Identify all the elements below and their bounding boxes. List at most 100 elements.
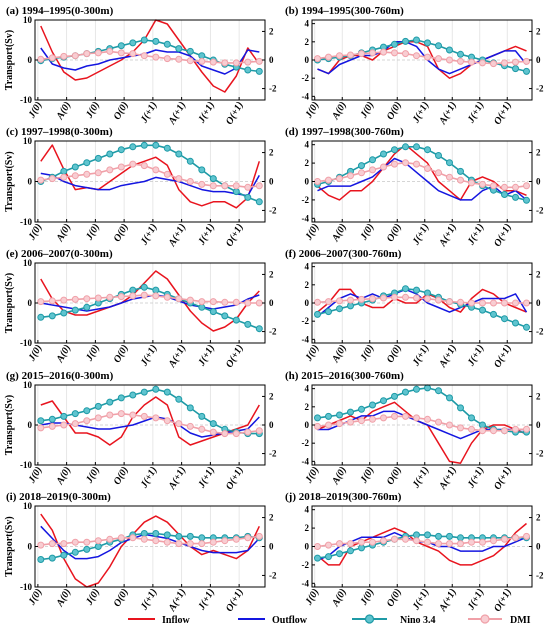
dmi-point <box>413 537 420 545</box>
nino-3-4-point <box>48 312 56 320</box>
nino-3-4-point <box>129 143 137 151</box>
nino-3-4-point <box>435 42 442 50</box>
xtick-label: J(+1) <box>465 100 486 126</box>
nino-3-4-point <box>209 308 217 316</box>
xtick-label: J(+1) <box>138 343 159 369</box>
dmi-point <box>501 535 508 543</box>
dmi-point <box>512 299 519 307</box>
dmi-point <box>83 538 91 546</box>
ytick-right-label: -2 <box>269 570 277 580</box>
nino-3-4-point <box>446 532 453 540</box>
nino-3-4-point <box>479 306 486 314</box>
dmi-point <box>140 162 148 170</box>
nino-3-4-point <box>391 40 398 48</box>
nino-3-4-point <box>523 196 530 204</box>
nino-3-4-point <box>255 325 263 333</box>
xtick-label: J(0) <box>358 222 376 243</box>
nino-3-4-point <box>325 553 332 561</box>
ytick-left-label: 0 <box>28 55 33 65</box>
ytick-left-label: 10 <box>23 501 33 511</box>
nino-3-4-point <box>358 162 365 170</box>
ytick-left-label: 2 <box>305 523 310 533</box>
xtick-label: A(+1) <box>437 343 459 370</box>
dmi-point <box>140 535 148 543</box>
ytick-right-label: 0 <box>536 542 541 552</box>
xtick-label: J(0) <box>84 222 102 243</box>
dmi-point <box>336 297 343 305</box>
nino-3-4-point <box>424 39 431 47</box>
ytick-right-label: -2 <box>536 570 544 580</box>
dmi-point <box>152 292 160 300</box>
dmi-point <box>244 428 252 436</box>
legend-dmi-marker <box>480 614 490 624</box>
ytick-left-label: 10 <box>23 136 33 146</box>
nino-3-4-point <box>347 302 354 310</box>
dmi-point <box>402 293 409 301</box>
ytick-right-label: 2 <box>536 513 541 523</box>
dmi-point <box>512 534 519 542</box>
dmi-point <box>221 298 229 306</box>
nino-3-4-point <box>244 320 252 328</box>
nino-3-4-point <box>413 286 420 294</box>
ytick-right-label: 2 <box>269 391 274 401</box>
dmi-point <box>83 295 91 303</box>
xtick-label: J(+1) <box>196 100 217 126</box>
xtick-label: J(+1) <box>465 343 486 369</box>
ytick-right-label: 0 <box>269 177 274 187</box>
nino-3-4-point <box>186 157 194 165</box>
ytick-right-label: -2 <box>536 84 544 94</box>
dmi-point <box>175 55 183 63</box>
ytick-left-label: 0 <box>28 177 33 187</box>
ytick-right-label: -2 <box>269 327 277 337</box>
ytick-right-label: 0 <box>536 177 541 187</box>
xtick-label: J(0) <box>84 100 102 121</box>
nino-3-4-point <box>175 150 183 158</box>
ytick-left-label: 0 <box>305 298 310 308</box>
dmi-point <box>369 166 376 174</box>
dmi-point <box>209 298 217 306</box>
nino-3-4-point <box>48 554 56 562</box>
dmi-point <box>402 412 409 420</box>
nino-3-4-point <box>380 397 387 405</box>
ytick-left-label: -4 <box>302 456 310 466</box>
xtick-label: J(+1) <box>410 587 431 613</box>
xtick-label: J(0) <box>84 343 102 364</box>
dmi-point <box>71 420 79 428</box>
nino-3-4-point <box>198 534 206 542</box>
xtick-label: A(+1) <box>166 587 188 614</box>
dmi-point <box>117 410 125 418</box>
outflow-line <box>40 47 260 75</box>
nino-3-4-point <box>413 385 420 393</box>
ytick-left-label: -2 <box>302 560 310 570</box>
panel-title: (g) 2015–2016(0-300m) <box>6 370 114 382</box>
y-axis-label: Transport(Sv) <box>4 395 15 455</box>
xtick-label: A(0) <box>330 222 349 244</box>
ytick-right-label: 2 <box>269 513 274 523</box>
nino-3-4-point <box>336 411 343 419</box>
dmi-point <box>314 55 321 63</box>
dmi-point <box>479 59 486 67</box>
nino-3-4-point <box>221 312 229 320</box>
nino-3-4-point <box>501 191 508 198</box>
nino-3-4-point <box>314 414 321 422</box>
nino-3-4-point <box>209 175 217 183</box>
nino-3-4-point <box>347 408 354 416</box>
xtick-label: A(+1) <box>437 587 459 614</box>
xtick-label: J(+1) <box>465 587 486 613</box>
nino-3-4-point <box>457 50 464 58</box>
nino-3-4-point <box>358 544 365 552</box>
xtick-label: J(0) <box>84 587 102 608</box>
nino-3-4-point <box>71 163 79 171</box>
dmi-point <box>48 297 56 305</box>
xtick-label: J(+1) <box>138 587 159 613</box>
dmi-point <box>106 166 114 174</box>
dmi-point <box>117 163 125 171</box>
dmi-point <box>336 175 343 183</box>
ytick-left-label: 10 <box>23 15 33 25</box>
legend-outflow-label: Outflow <box>272 615 308 626</box>
dmi-point <box>490 427 497 435</box>
ytick-right-label: -2 <box>536 205 544 215</box>
xtick-label: A(0) <box>330 100 349 122</box>
y-axis-label: Transport(Sv) <box>4 273 15 333</box>
